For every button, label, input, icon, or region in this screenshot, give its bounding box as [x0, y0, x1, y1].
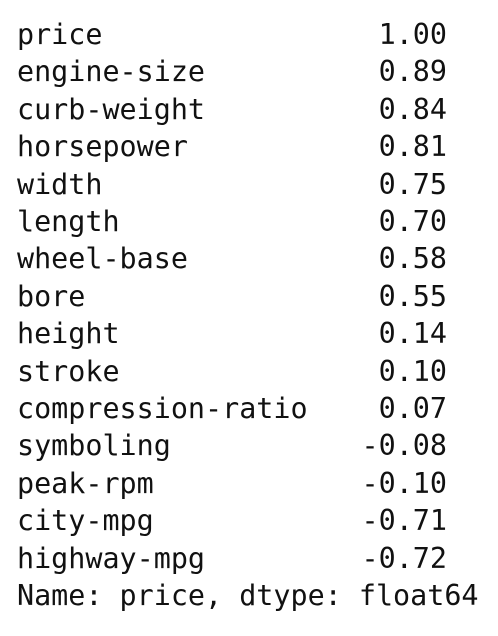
row-value: 0.84	[378, 92, 447, 126]
row-label: city-mpg	[17, 504, 154, 538]
row-value: 0.55	[378, 279, 447, 313]
series-row: wheel-base 0.58	[17, 240, 447, 277]
row-label: compression-ratio	[17, 392, 308, 425]
series-row: bore 0.55	[17, 278, 447, 315]
row-value: 0.10	[378, 354, 447, 388]
series-row: stroke 0.10	[17, 353, 447, 390]
row-label: engine-size	[17, 55, 206, 89]
row-label: symboling	[17, 429, 171, 463]
row-value: 0.70	[378, 205, 447, 238]
row-label: price	[17, 18, 103, 51]
series-row: engine-size 0.89	[17, 53, 447, 90]
row-label: highway-mpg	[17, 541, 206, 575]
row-label: width	[17, 167, 103, 201]
row-label: curb-weight	[17, 92, 206, 126]
row-value: -0.08	[361, 429, 447, 463]
row-label: length	[17, 205, 120, 238]
row-label: height	[17, 317, 120, 351]
row-value: 0.89	[378, 55, 447, 89]
row-label: bore	[17, 279, 86, 313]
series-row: price 1.00	[17, 16, 447, 53]
row-label: wheel-base	[17, 242, 188, 276]
series-row: length 0.70	[17, 203, 447, 240]
series-footer: Name: price, dtype: float64	[17, 579, 479, 612]
series-row: compression-ratio 0.07	[17, 390, 447, 427]
row-value: -0.10	[361, 466, 447, 500]
series-row: curb-weight 0.84	[17, 91, 447, 128]
row-label: peak-rpm	[17, 466, 154, 500]
series-row: height 0.14	[17, 315, 447, 352]
series-row: peak-rpm -0.10	[17, 465, 447, 502]
series-row: highway-mpg -0.72	[17, 540, 447, 577]
row-value: 0.14	[378, 317, 447, 351]
row-label: stroke	[17, 354, 120, 388]
row-value: -0.72	[361, 541, 447, 575]
row-value: 0.75	[378, 167, 447, 201]
series-row: symboling -0.08	[17, 427, 447, 464]
row-value: -0.71	[361, 504, 447, 538]
row-value: 0.81	[378, 130, 447, 164]
row-value: 1.00	[378, 18, 447, 51]
row-value: 0.58	[378, 242, 447, 276]
row-value: 0.07	[378, 392, 447, 425]
series-row: horsepower 0.81	[17, 128, 447, 165]
row-label: horsepower	[17, 130, 188, 164]
series-row: city-mpg -0.71	[17, 502, 447, 539]
series-row: width 0.75	[17, 166, 447, 203]
